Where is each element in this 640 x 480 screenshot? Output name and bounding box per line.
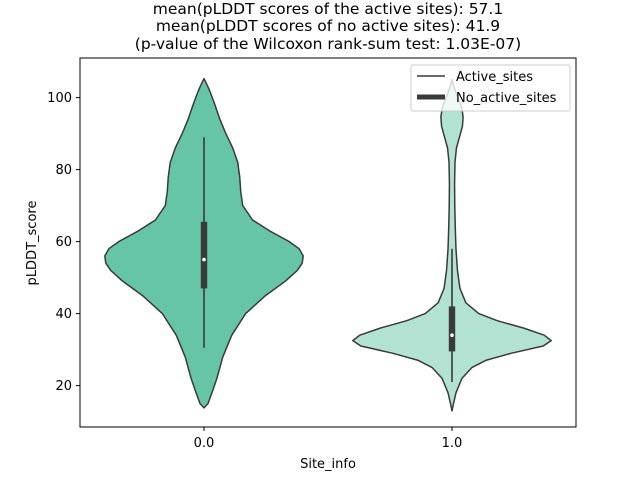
median-dot-1-0 [450, 333, 454, 338]
y-tick-label: 80 [55, 163, 72, 178]
violin-layer [104, 77, 552, 412]
y-tick-label: 60 [55, 235, 72, 250]
title-line-3: (p-value of the Wilcoxon rank-sum test: … [135, 35, 521, 53]
x-tick-label: 1.0 [442, 436, 463, 451]
x-axis-label: Site_info [300, 457, 356, 472]
plot-frame [79, 57, 577, 428]
box-layer [200, 137, 456, 382]
x-tick-label: 0.0 [194, 436, 215, 451]
y-tick-label: 20 [55, 379, 72, 394]
title-line-2: mean(pLDDT scores of no active sites): 4… [156, 17, 500, 35]
legend-label-active-sites: Active_sites [456, 70, 533, 85]
iqr-box-1-0 [448, 306, 456, 352]
y-tick-label: 100 [47, 91, 72, 106]
legend-box [410, 64, 571, 112]
iqr-box-0-0 [200, 221, 208, 289]
y-tick-label: 40 [55, 307, 72, 322]
y-axis: 20 40 60 80 100 [47, 91, 80, 394]
legend: Active_sites No_active_sites [410, 64, 571, 112]
title-line-1: mean(pLDDT scores of the active sites): … [153, 0, 503, 18]
chart-title: mean(pLDDT scores of the active sites): … [135, 0, 521, 53]
legend-label-no-active-sites: No_active_sites [456, 91, 557, 106]
median-dot-0-0 [202, 257, 206, 262]
x-axis: 0.0 1.0 [194, 427, 463, 451]
y-axis-label: pLDDT_score [25, 201, 40, 286]
